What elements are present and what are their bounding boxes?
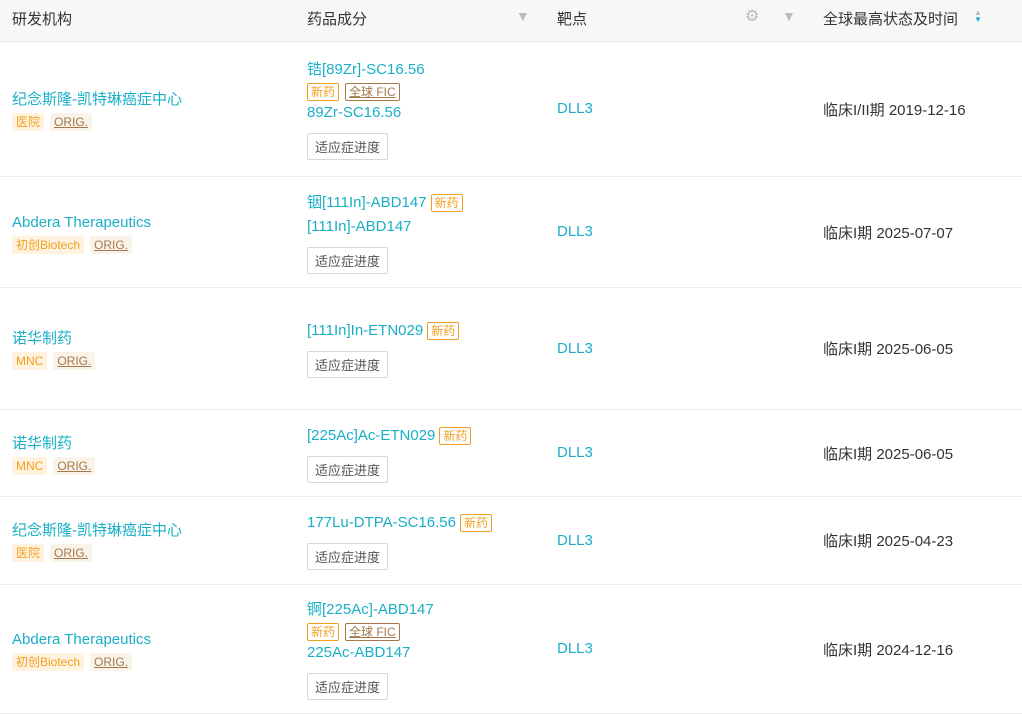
target-cell: DLL3 [557, 177, 593, 287]
indication-progress-button[interactable]: 适应症进度 [307, 673, 389, 700]
status-cell: 临床I期 2025-06-05 [823, 410, 953, 496]
target-link[interactable]: DLL3 [557, 223, 593, 240]
target-link[interactable]: DLL3 [557, 444, 593, 461]
table-row: Abdera Therapeutics 初创Biotech ORIG. 铟[111I… [0, 177, 1022, 288]
target-link[interactable]: DLL3 [557, 100, 593, 117]
drug-name-link[interactable]: 锕[225Ac]-ABD147 [307, 601, 434, 618]
status-text: 临床I期 2025-06-05 [823, 341, 954, 358]
status-text: 临床I期 2025-07-07 [823, 224, 954, 242]
new-drug-tag: 新药 [430, 193, 463, 212]
header-status[interactable]: 全球最高状态及时间 [823, 11, 959, 28]
drug-name-link[interactable]: 177Lu-DTPA-SC16.56 [307, 514, 456, 531]
table-row: Abdera Therapeutics 初创Biotech ORIG. 锕[225A… [0, 585, 1022, 714]
org-cell: 诺华制药 MNC ORIG. [12, 410, 292, 496]
table-row: 诺华制药 MNC ORIG. [111In]In-ETN029 新药适应症进度 DLL… [0, 288, 1022, 410]
orig-tag[interactable]: ORIG. [50, 112, 93, 131]
drug-name-link[interactable]: [225Ac]Ac-ETN029 [307, 426, 436, 444]
target-link[interactable]: DLL3 [557, 339, 593, 357]
filter-icon[interactable]: ▼ [516, 8, 530, 24]
org-cell: 纪念斯隆-凯特琳癌症中心 医院 ORIG. [12, 497, 292, 584]
org-cell: Abdera Therapeutics 初创Biotech ORIG. [12, 177, 292, 287]
org-link[interactable]: Abdera Therapeutics [12, 213, 151, 231]
orig-tag[interactable]: ORIG. [90, 235, 133, 254]
org-link[interactable]: 诺华制药 [12, 330, 73, 347]
sort-icon[interactable]: ▲ ▼ [974, 8, 982, 24]
gear-icon[interactable]: ⚙ [745, 8, 760, 25]
indication-progress-button[interactable]: 适应症进度 [307, 455, 389, 483]
orig-tag[interactable]: ORIG. [53, 352, 96, 370]
org-cell: 诺华制药 MNC ORIG. [12, 288, 292, 409]
status-cell: 临床I期 2025-07-07 [823, 177, 953, 287]
target-link[interactable]: DLL3 [557, 531, 593, 549]
status-text: 临床I期 2025-06-05 [823, 445, 954, 463]
orig-tag[interactable]: ORIG. [53, 456, 96, 475]
drug-alias-link[interactable]: 225Ac-ABD147 [307, 644, 411, 661]
drug-alias-link[interactable]: 89Zr-SC16.56 [307, 104, 402, 121]
indication-progress-button[interactable]: 适应症进度 [307, 133, 389, 160]
table-row: 纪念斯隆-凯特琳癌症中心 医院 ORIG. 锆[89Zr]-SC16.56 新药 全球 … [0, 42, 1022, 177]
target-cell: DLL3 [557, 288, 593, 409]
drug-cell: 177Lu-DTPA-SC16.56 新药适应症进度 [307, 497, 547, 584]
header-drug: 药品成分 [307, 11, 368, 28]
org-cell: 纪念斯隆-凯特琳癌症中心 医院 ORIG. [12, 42, 292, 176]
table-header: 研发机构 药品成分 ▼ 靶点 ⚙ ▼ 全球最高状态及时间 ▲ ▼ [0, 0, 1022, 42]
org-type-tag: 医院 [12, 112, 45, 131]
org-link[interactable]: 纪念斯隆-凯特琳癌症中心 [12, 90, 182, 108]
global-fic-tag[interactable]: 全球 FIC [345, 83, 400, 101]
drug-name-link[interactable]: [111In]In-ETN029 [307, 322, 424, 339]
org-link[interactable]: 纪念斯隆-凯特琳癌症中心 [12, 522, 182, 539]
org-type-tag: MNC [12, 352, 48, 370]
drug-cell: [225Ac]Ac-ETN029 新药适应症进度 [307, 410, 547, 496]
drug-alias-link[interactable]: [111In]-ABD147 [307, 217, 412, 235]
status-text: 临床I期 2025-04-23 [823, 533, 954, 550]
status-cell: 临床I/II期 2019-12-16 [823, 42, 966, 176]
status-text: 临床I期 2024-12-16 [823, 641, 954, 659]
org-link[interactable]: 诺华制药 [12, 434, 73, 452]
org-type-tag: 初创Biotech [12, 652, 85, 671]
new-drug-tag: 新药 [307, 623, 340, 641]
org-type-tag: MNC [12, 456, 48, 475]
new-drug-tag: 新药 [307, 83, 340, 101]
header-org: 研发机构 [12, 11, 73, 28]
status-cell: 临床I期 2025-04-23 [823, 497, 953, 584]
drug-cell: [111In]In-ETN029 新药适应症进度 [307, 288, 547, 409]
indication-progress-button[interactable]: 适应症进度 [307, 246, 389, 274]
target-link[interactable]: DLL3 [557, 640, 593, 657]
header-target: 靶点 [557, 11, 588, 28]
status-text: 临床I/II期 2019-12-16 [823, 101, 966, 119]
indication-progress-button[interactable]: 适应症进度 [307, 543, 389, 570]
new-drug-tag: 新药 [427, 322, 460, 340]
drug-cell: 锕[225Ac]-ABD147 新药 全球 FIC 225Ac-ABD147 适应症进度 [307, 585, 547, 713]
global-fic-tag[interactable]: 全球 FIC [345, 623, 400, 641]
orig-tag[interactable]: ORIG. [50, 544, 93, 562]
new-drug-tag: 新药 [459, 514, 492, 532]
drug-cell: 锆[89Zr]-SC16.56 新药 全球 FIC 89Zr-SC16.56 适应症进度 [307, 42, 547, 176]
target-cell: DLL3 [557, 410, 593, 496]
org-type-tag: 初创Biotech [12, 235, 85, 254]
status-cell: 临床I期 2024-12-16 [823, 585, 953, 713]
target-cell: DLL3 [557, 42, 593, 176]
status-cell: 临床I期 2025-06-05 [823, 288, 953, 409]
drug-name-link[interactable]: 锆[89Zr]-SC16.56 [307, 61, 425, 78]
org-link[interactable]: Abdera Therapeutics [12, 630, 151, 648]
drug-cell: 铟[111In]-ABD147 新药 [111In]-ABD147 适应症进度 [307, 177, 547, 287]
target-cell: DLL3 [557, 585, 593, 713]
target-cell: DLL3 [557, 497, 593, 584]
new-drug-tag: 新药 [439, 426, 472, 445]
orig-tag[interactable]: ORIG. [90, 652, 133, 671]
org-cell: Abdera Therapeutics 初创Biotech ORIG. [12, 585, 292, 713]
table-row: 纪念斯隆-凯特琳癌症中心 医院 ORIG. 177Lu-DTPA-SC16.56 新药… [0, 497, 1022, 585]
org-type-tag: 医院 [12, 544, 45, 562]
filter-icon[interactable]: ▼ [782, 8, 796, 24]
table-row: 诺华制药 MNC ORIG. [225Ac]Ac-ETN029 新药适应症进度 DLL… [0, 410, 1022, 497]
indication-progress-button[interactable]: 适应症进度 [307, 351, 389, 378]
drug-name-link[interactable]: 铟[111In]-ABD147 [307, 193, 427, 211]
